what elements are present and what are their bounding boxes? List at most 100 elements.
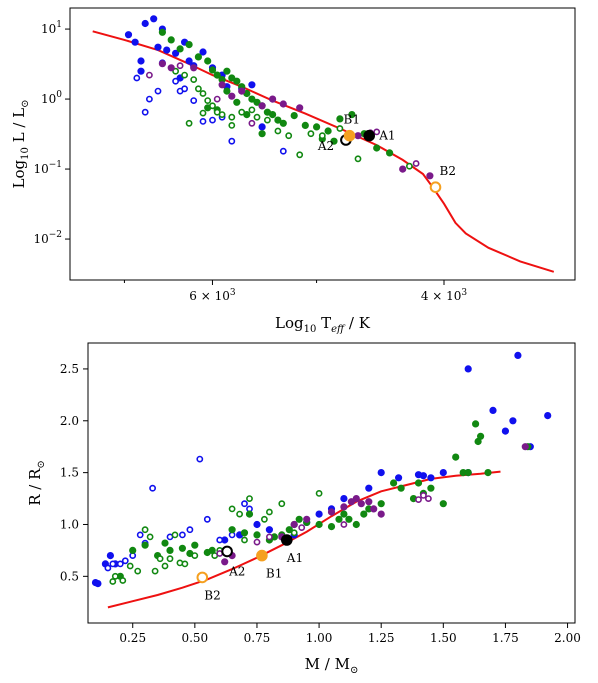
data-point-green-filled: [471, 420, 480, 428]
data-point-blue-filled: [94, 579, 102, 588]
data-point-purple-filled: [426, 172, 434, 180]
data-point-green-open: [246, 495, 253, 502]
data-point-purple-open: [248, 119, 256, 127]
data-point-green-filled: [414, 479, 423, 487]
x-tick-label: 0.50: [181, 631, 208, 645]
data-point-purple-filled: [521, 443, 529, 451]
data-point-green-open: [238, 108, 246, 116]
highlight-point-a1: [281, 534, 293, 546]
data-point-green-open: [181, 71, 188, 79]
data-point-green-filled: [194, 53, 202, 61]
data-point-purple-filled: [352, 494, 360, 503]
data-point-green-filled: [166, 546, 174, 555]
highlight-label-a2: A2: [317, 139, 334, 153]
x-tick-label: 2.00: [554, 631, 581, 645]
data-point-purple-open: [373, 128, 381, 136]
data-point-green-open: [199, 90, 207, 97]
hr-diagram-panel: A1 A2 B1 B2 6 × 103 4 × 103 101 100 10−1 10−2 Log1…: [10, 7, 576, 335]
data-point-green-open: [119, 577, 127, 584]
data-point-blue-open: [149, 484, 156, 492]
data-point-blue-filled: [427, 474, 435, 482]
data-point-blue-filled: [464, 365, 472, 373]
data-point-purple-open: [176, 62, 184, 70]
data-point-purple-filled: [399, 165, 407, 173]
data-point-green-filled: [279, 119, 287, 127]
data-point-purple-open: [265, 533, 273, 541]
data-point-green-filled: [315, 520, 323, 529]
data-point-green-filled: [324, 127, 332, 135]
x-tick-label: 1.00: [306, 631, 333, 645]
y-axis-label: Log10 L / L⊙: [10, 100, 31, 189]
data-point-blue-open: [279, 147, 287, 155]
data-point-purple-filled: [258, 102, 266, 110]
highlight-label-b2: B2: [204, 588, 220, 602]
data-point-green-filled: [161, 539, 169, 547]
data-point-blue-filled: [514, 351, 522, 359]
data-point-green-open: [191, 552, 199, 559]
y-tick-label: 10−2: [33, 230, 62, 246]
data-point-purple-filled: [354, 132, 362, 140]
data-point-green-open: [318, 132, 326, 140]
data-point-green-filled: [233, 98, 241, 106]
data-point-purple-filled: [340, 503, 348, 511]
data-point-green-filled: [223, 67, 231, 75]
data-point-blue-filled: [394, 474, 403, 482]
highlight-point-b2: [196, 571, 209, 584]
x-tick-label: 0.25: [119, 631, 146, 645]
data-point-green-filled: [348, 111, 356, 119]
data-point-green-filled: [253, 98, 261, 106]
data-point-green-open: [296, 151, 304, 159]
data-point-green-filled: [397, 484, 405, 492]
data-point-green-open: [228, 122, 236, 129]
data-point-green-open: [236, 510, 243, 518]
data-point-green-open: [181, 560, 189, 568]
highlight-label-b2: B2: [440, 164, 456, 178]
data-point-green-filled: [274, 116, 282, 124]
data-point-blue-filled: [185, 57, 193, 65]
model-track-line: [107, 470, 501, 609]
data-point-green-open: [265, 508, 273, 516]
data-point-blue-filled: [419, 472, 427, 480]
data-point-purple-open: [145, 71, 153, 79]
data-point-blue-filled: [258, 123, 266, 131]
data-point-blue-filled: [124, 31, 133, 39]
data-point-purple-open: [340, 521, 348, 528]
data-point-green-filled: [176, 45, 184, 53]
data-point-blue-filled: [248, 81, 256, 89]
data-point-green-open: [405, 162, 413, 170]
data-point-green-open: [307, 130, 315, 138]
plot-frame: [87, 342, 576, 624]
data-point-green-open: [218, 111, 226, 118]
data-point-blue-filled: [137, 67, 145, 75]
data-point-green-filled: [377, 500, 385, 508]
data-point-purple-filled: [290, 520, 298, 529]
data-point-green-open: [228, 505, 236, 513]
data-point-green-filled: [427, 484, 435, 492]
data-point-green-filled: [335, 515, 343, 523]
data-point-blue-filled: [141, 19, 149, 28]
data-point-blue-filled: [137, 57, 145, 65]
y-tick-label: 2.0: [60, 414, 79, 428]
data-point-purple-filled: [365, 498, 373, 506]
highlight-label-a1: A1: [286, 551, 303, 565]
data-point-blue-open: [121, 557, 129, 565]
highlight-label-a1: A1: [378, 129, 395, 143]
data-point-green-open: [354, 155, 362, 163]
data-point-purple-filled: [370, 505, 378, 513]
data-point-green-open: [199, 109, 207, 117]
data-point-green-open: [166, 555, 174, 563]
data-point-green-open: [315, 489, 323, 497]
data-point-green-open: [134, 567, 142, 575]
data-point-blue-open: [141, 108, 149, 116]
data-point-blue-filled: [131, 38, 139, 46]
data-point-green-filled: [330, 137, 338, 145]
data-point-purple-open: [419, 491, 427, 499]
data-point-blue-filled: [154, 43, 162, 51]
data-point-green-filled: [352, 520, 360, 529]
data-point-blue-filled: [172, 49, 180, 57]
data-point-green-open: [274, 127, 282, 135]
data-point-purple-open: [412, 160, 420, 167]
data-point-blue-open: [178, 531, 186, 539]
highlight-point-b2: [429, 181, 442, 193]
